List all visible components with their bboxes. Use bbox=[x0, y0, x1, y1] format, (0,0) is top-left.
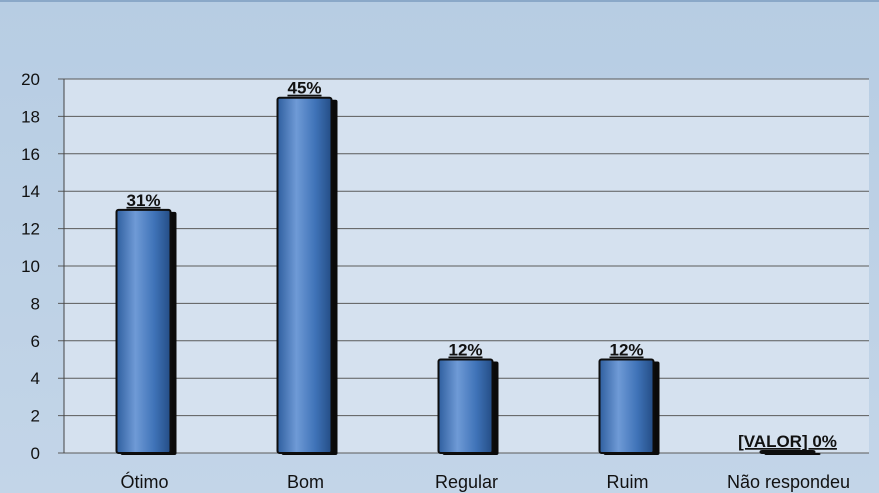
data-label: 31% bbox=[126, 191, 160, 210]
y-tick-label: 20 bbox=[21, 70, 40, 89]
y-tick-label: 16 bbox=[21, 145, 40, 164]
y-tick-label: 6 bbox=[31, 332, 40, 351]
x-tick-label: Ótimo bbox=[120, 471, 168, 492]
y-axis: 0 2 4 6 8 10 12 14 16 18 20 bbox=[21, 70, 65, 463]
y-tick-label: 4 bbox=[31, 369, 40, 388]
x-axis: Ótimo Bom Regular Ruim Não respondeu bbox=[120, 471, 850, 492]
bar bbox=[276, 96, 333, 454]
y-tick-label: 18 bbox=[21, 107, 40, 126]
bar bbox=[437, 358, 494, 454]
x-tick-label: Regular bbox=[435, 472, 498, 492]
data-label: 12% bbox=[448, 341, 482, 360]
x-tick-label: Ruim bbox=[606, 472, 648, 492]
bar bbox=[115, 208, 172, 454]
bar-group: 12% bbox=[437, 341, 499, 455]
data-label: 12% bbox=[609, 341, 643, 360]
bar bbox=[759, 450, 816, 454]
x-tick-label: Bom bbox=[287, 472, 324, 492]
data-label: 45% bbox=[287, 79, 321, 98]
bars: 31% 45% 12% 12% [VALOR] 0% bbox=[115, 79, 837, 455]
y-tick-label: 14 bbox=[21, 182, 40, 201]
bar bbox=[598, 358, 655, 454]
y-tick-label: 2 bbox=[31, 407, 40, 426]
bar-group: [VALOR] 0% bbox=[738, 432, 837, 455]
y-tick-label: 8 bbox=[31, 294, 40, 313]
y-tick-label: 10 bbox=[21, 257, 40, 276]
bar-group: 31% bbox=[115, 191, 177, 455]
y-tick-label: 12 bbox=[21, 220, 40, 239]
bar-group: 12% bbox=[598, 341, 660, 455]
y-tick-label: 0 bbox=[31, 444, 40, 463]
bar-group: 45% bbox=[276, 79, 338, 455]
x-tick-label: Não respondeu bbox=[727, 472, 850, 492]
data-label: [VALOR] 0% bbox=[738, 432, 837, 451]
